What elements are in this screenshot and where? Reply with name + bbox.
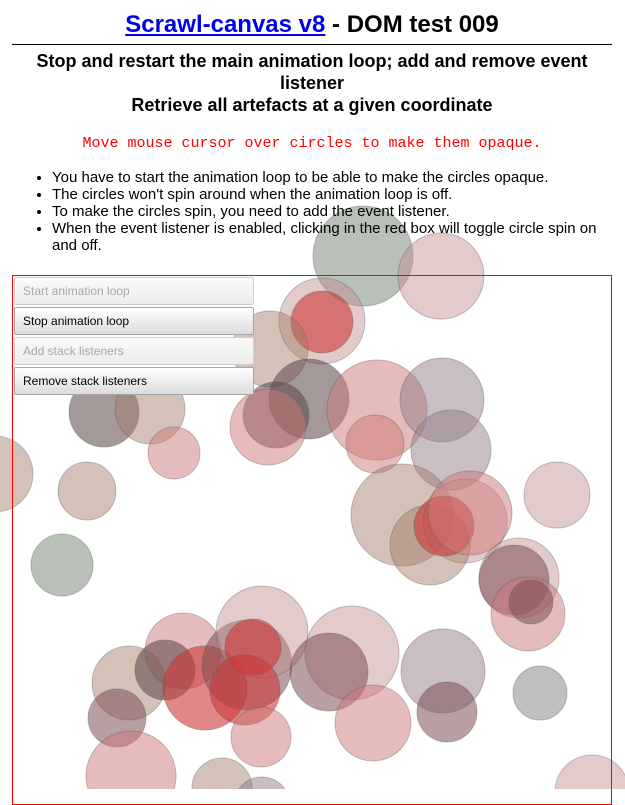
- stop-animation-loop-button[interactable]: Stop animation loop: [14, 307, 254, 335]
- note-item: When the event listener is enabled, clic…: [52, 220, 612, 254]
- instruction-text: Move mouse cursor over circles to make t…: [82, 135, 542, 152]
- notes-list: You have to start the animation loop to …: [12, 169, 612, 254]
- remove-stack-listeners-button[interactable]: Remove stack listeners: [14, 367, 254, 395]
- note-item: To make the circles spin, you need to ad…: [52, 203, 612, 220]
- subtitle-line-2: Retrieve all artefacts at a given coordi…: [131, 95, 493, 115]
- start-animation-loop-button[interactable]: Start animation loop: [14, 277, 254, 305]
- subtitle-line-1: Stop and restart the main animation loop…: [36, 51, 588, 93]
- note-item: You have to start the animation loop to …: [52, 169, 612, 186]
- note-item: The circles won't spin around when the a…: [52, 186, 612, 203]
- page-title: Scrawl-canvas v8 - DOM test 009: [12, 8, 612, 45]
- page-subtitle: Stop and restart the main animation loop…: [12, 50, 612, 116]
- page-title-suffix: - DOM test 009: [325, 11, 499, 38]
- control-buttons: Start animation loop Stop animation loop…: [14, 277, 254, 397]
- scrawl-canvas-link[interactable]: Scrawl-canvas v8: [125, 11, 326, 38]
- add-stack-listeners-button[interactable]: Add stack listeners: [14, 337, 254, 365]
